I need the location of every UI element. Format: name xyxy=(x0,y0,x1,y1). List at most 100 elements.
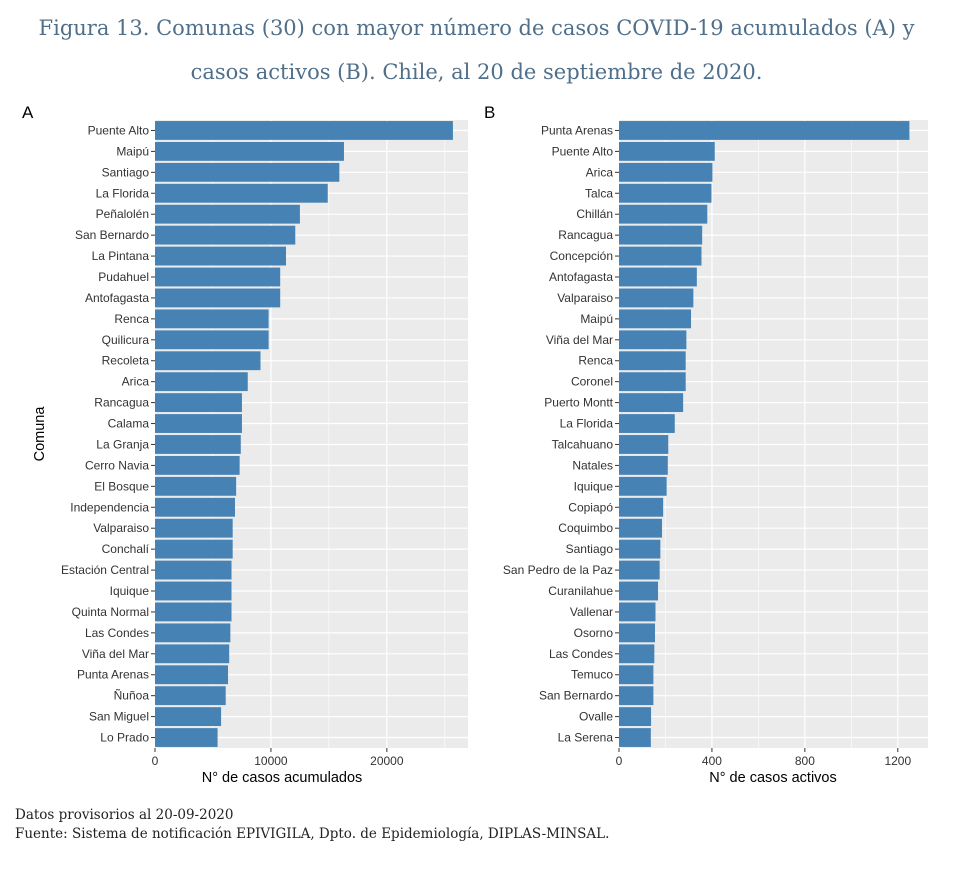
panel-a-category-label: Puente Alto xyxy=(88,123,150,137)
panel-b-bar xyxy=(619,309,692,329)
panel-b-category-label: Viña del Mar xyxy=(546,333,613,347)
panel-b-bar xyxy=(619,455,668,475)
panel-a-bar xyxy=(155,455,240,475)
panel-a-category-label: Antofagasta xyxy=(85,291,149,305)
panel-b-bar xyxy=(619,225,703,245)
panel-b-category-label: San Bernardo xyxy=(539,689,613,703)
panel-a-category-label: San Bernardo xyxy=(75,228,149,242)
panel-b-bar xyxy=(619,539,661,559)
panel-b-bar xyxy=(619,707,652,727)
panel-a-bar xyxy=(155,665,229,685)
panel-a-category-label: Ñuñoa xyxy=(114,689,150,703)
panel-b-category-label: Rancagua xyxy=(558,228,613,242)
panel-b-bar xyxy=(619,476,667,496)
panel-a-bar xyxy=(155,560,232,580)
panel-a-category-label: La Pintana xyxy=(92,249,150,263)
panel-b-category-label: Punta Arenas xyxy=(541,123,613,137)
panel-a-bar xyxy=(155,728,218,747)
panel-b-background xyxy=(619,120,928,748)
panel-b-bar xyxy=(619,204,708,224)
panel-b-category-label: Coquimbo xyxy=(558,521,613,535)
panel-a-bar xyxy=(155,288,281,308)
panel-b-bar xyxy=(619,581,659,601)
panel-a-bar xyxy=(155,204,300,224)
panel-b-category-label: Antofagasta xyxy=(549,270,613,284)
footer-source: Fuente: Sistema de notificación EPIVIGIL… xyxy=(15,826,610,842)
panel-b-category-label: Osorno xyxy=(574,626,614,640)
panel-b-category-label: Concepción xyxy=(550,249,613,263)
panel-a-y-axis-title: Comuna xyxy=(32,406,48,462)
panel-a-bar xyxy=(155,246,286,266)
figure-title: Figura 13. Comunas (30) con mayor número… xyxy=(0,6,953,94)
panel-a-bar xyxy=(155,539,233,559)
panel-b-bar xyxy=(619,686,654,706)
chart-area: Puente Alto Maipú Santiago La Florida Peñalo… xyxy=(0,98,953,798)
panel-b-category-label: Coronel xyxy=(571,375,613,389)
panel-a-x-tick-label: 0 xyxy=(152,754,159,768)
panel-b-bar xyxy=(619,497,664,517)
footer: Datos provisorios al 20-09-2020 Fuente: … xyxy=(15,806,609,844)
panel-a-category-label: Peñalolén xyxy=(96,207,149,221)
panel-b-x-axis-title: N° de casos activos xyxy=(709,770,837,786)
panel-b-category-label: Ovalle xyxy=(579,710,613,724)
panel-b-bar xyxy=(619,246,702,266)
panel-b-category-label: Arica xyxy=(586,165,614,179)
panel-b-bar xyxy=(619,183,712,203)
panel-b-bar xyxy=(619,372,686,392)
title-line-2: casos activos (B). Chile, al 20 de septi… xyxy=(190,60,763,84)
panel-a-bar xyxy=(155,141,344,161)
panel-b-bar xyxy=(619,560,660,580)
panel-b-letter: B xyxy=(484,103,495,122)
panel-b-category-label: Temuco xyxy=(571,668,613,682)
panel-b-category-label: Talcahuano xyxy=(552,437,614,451)
panel-b-bar xyxy=(619,351,686,371)
panel-b-bar xyxy=(619,602,656,622)
panel-a-category-label: San Miguel xyxy=(89,710,149,724)
panel-a-bar xyxy=(155,476,237,496)
panel-b-category-label: Santiago xyxy=(566,542,614,556)
panel-b-bar xyxy=(619,518,662,538)
panel-b-category-label: Vallenar xyxy=(570,605,613,619)
panel-b-bar xyxy=(619,665,654,685)
panel-a-bar xyxy=(155,435,241,454)
panel-b-category-label: Talca xyxy=(585,186,613,200)
panel-b-bar xyxy=(619,288,694,308)
panel-b-bar xyxy=(619,393,684,413)
panel-b-bar xyxy=(619,141,715,161)
panel-a-category-label: Quinta Normal xyxy=(72,605,149,619)
panel-a-bar xyxy=(155,707,222,727)
panel-a-category-label: Rancagua xyxy=(94,396,149,410)
panel-a-category-label: Calama xyxy=(108,417,150,431)
panel-a-category-label: Cerro Navia xyxy=(85,458,149,472)
panel-b-bar xyxy=(619,623,656,643)
panel-b-category-label: Iquique xyxy=(574,479,614,493)
panel-b-bar xyxy=(619,330,687,350)
panel-b-category-label: Natales xyxy=(572,458,613,472)
panel-a-category-label: Quilicura xyxy=(102,333,150,347)
panel-b-category-label: Puente Alto xyxy=(552,144,614,158)
panel-a-bar xyxy=(155,644,230,664)
panel-a-bar xyxy=(155,602,232,622)
panel-a-category-label: Valparaiso xyxy=(93,521,149,535)
panel-a-category-label: Recoleta xyxy=(102,354,150,368)
panel-b-x-tick-label: 0 xyxy=(616,754,623,768)
panel-a-bar xyxy=(155,518,233,538)
panel-a-bar xyxy=(155,162,340,182)
panel-a-category-label: Lo Prado xyxy=(100,731,149,745)
panel-a-category-label: Punta Arenas xyxy=(77,668,149,682)
panel-a-bar xyxy=(155,330,269,350)
panel-a-bar xyxy=(155,581,232,601)
charts-svg: Puente Alto Maipú Santiago La Florida Peñalo… xyxy=(22,103,928,786)
panel-a-bar xyxy=(155,309,269,329)
panel-a-category-label: Renca xyxy=(114,312,149,326)
panel-a-category-label: El Bosque xyxy=(94,479,149,493)
panel-b-category-label: Curanilahue xyxy=(548,584,613,598)
panel-a-bar xyxy=(155,497,235,517)
panel-b-bar xyxy=(619,414,675,433)
panel-a-bar xyxy=(155,267,281,287)
panel-a-bar xyxy=(155,121,453,140)
panel-b-bar xyxy=(619,267,697,287)
panel-a-background xyxy=(155,120,468,748)
panel-b-category-label: Copiapó xyxy=(568,500,613,514)
panel-b-category-label: Valparaiso xyxy=(557,291,613,305)
